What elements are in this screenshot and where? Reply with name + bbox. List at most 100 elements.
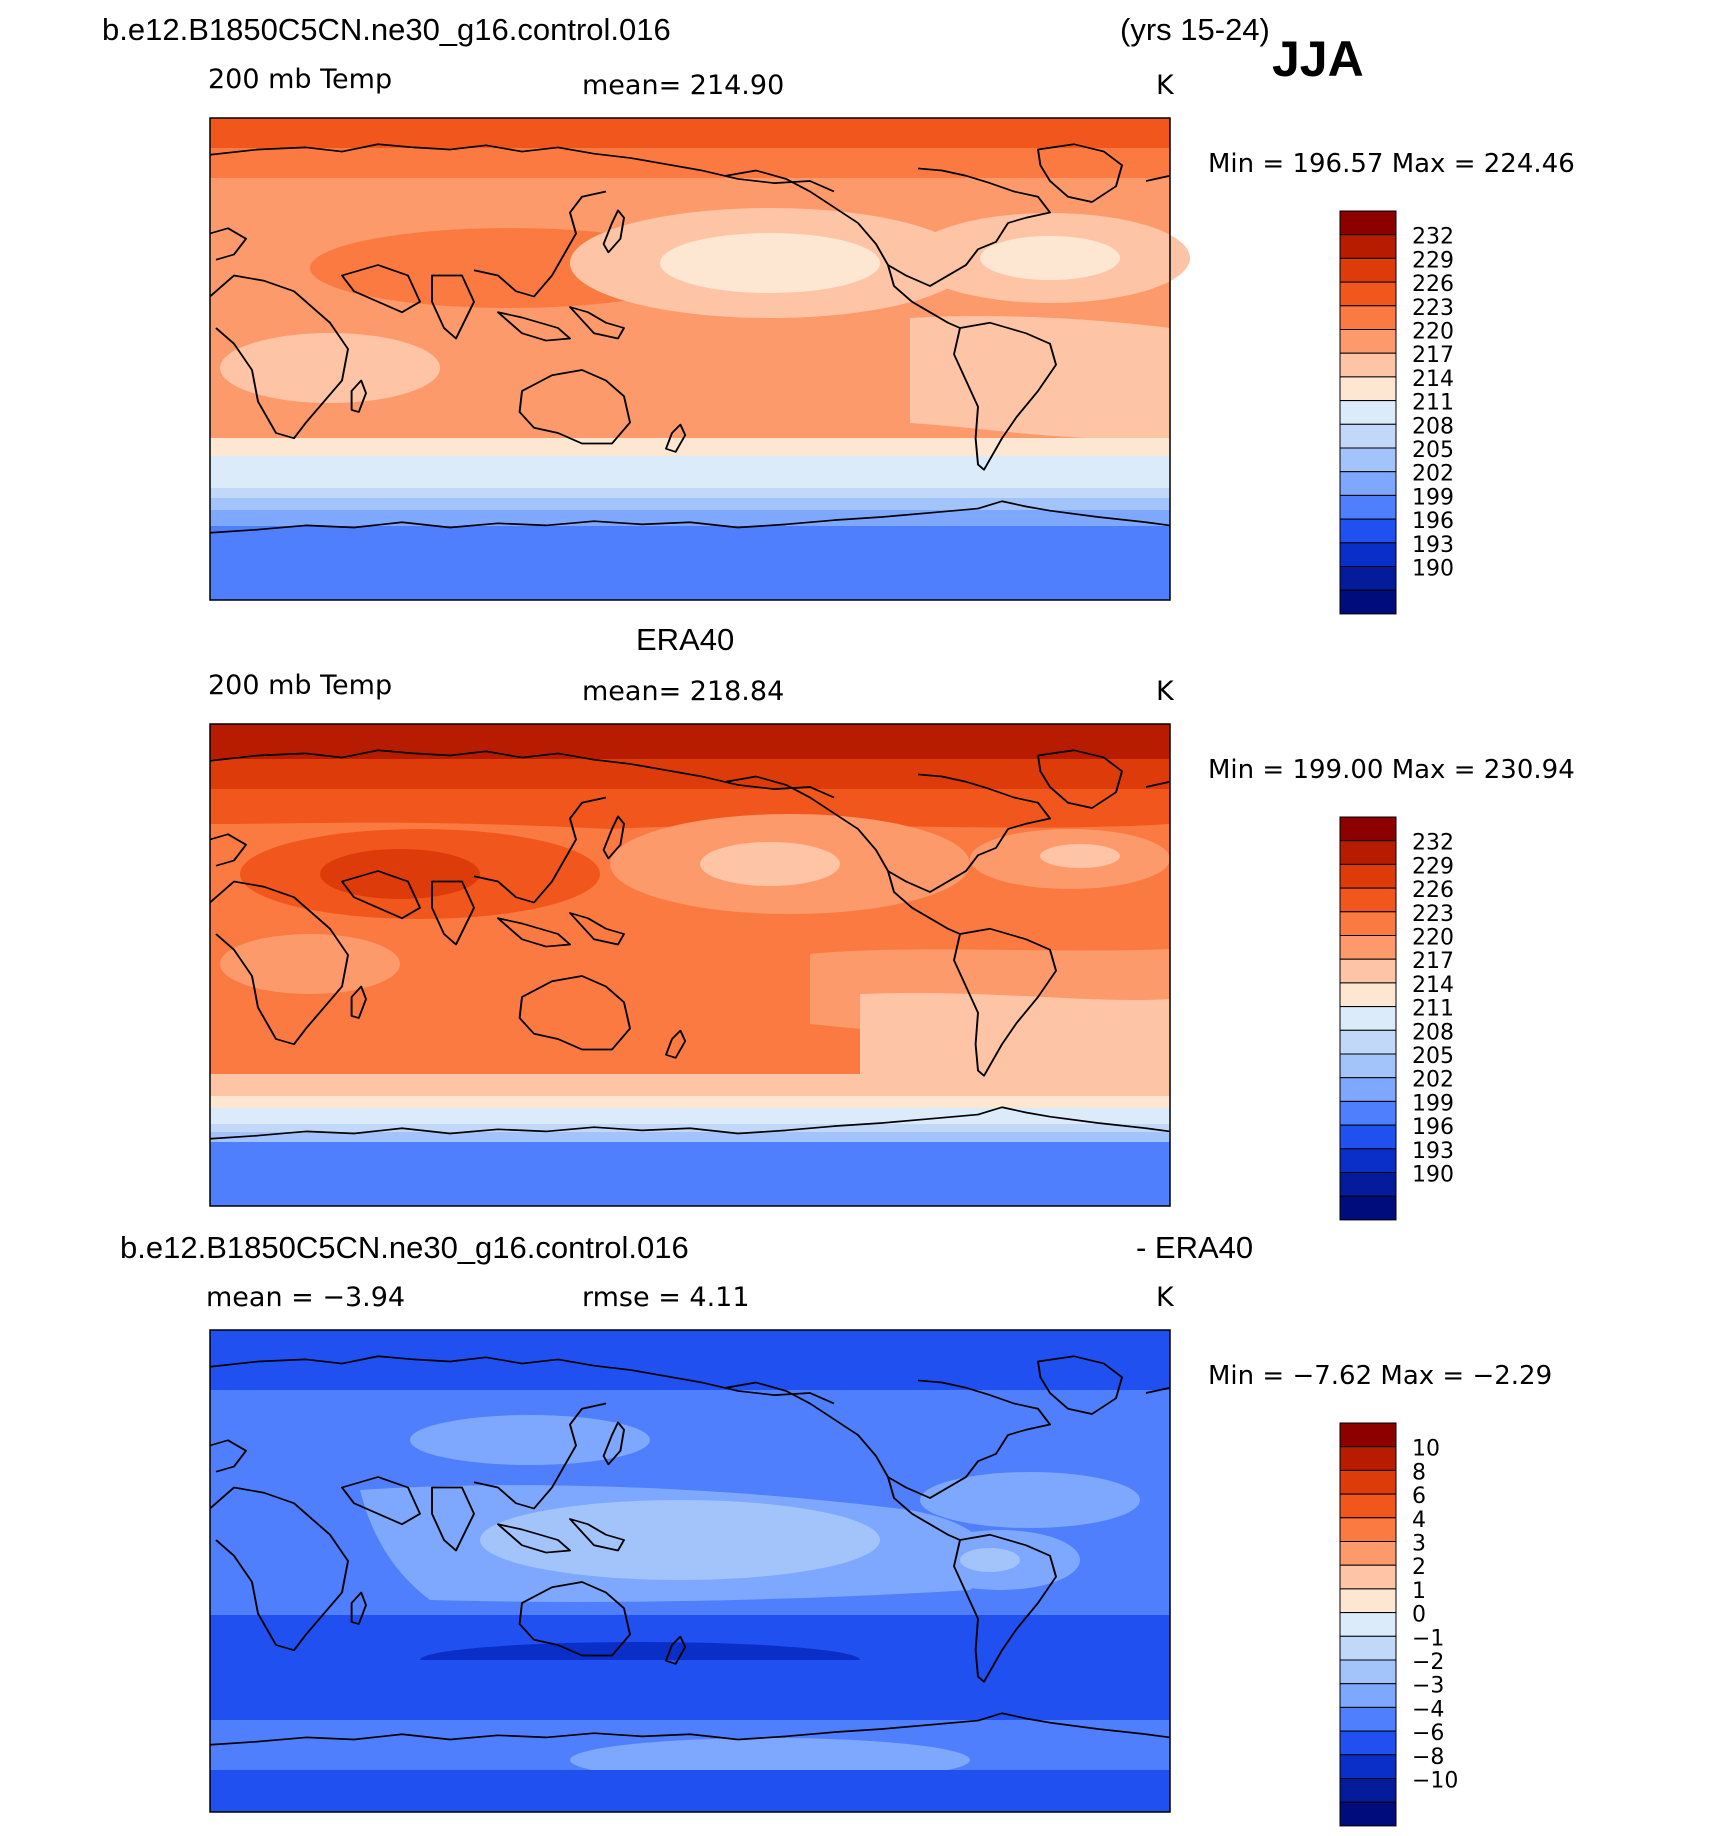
colorbar-box bbox=[1339, 1754, 1397, 1780]
colorbar-box bbox=[1339, 1422, 1397, 1448]
colorbar-box bbox=[1339, 887, 1397, 913]
colorbar-label: 217 bbox=[1412, 949, 1454, 974]
colorbar-label: 2 bbox=[1412, 1555, 1426, 1580]
colorbar-label: 4 bbox=[1412, 1508, 1426, 1533]
colorbar-label: 8 bbox=[1412, 1460, 1426, 1485]
colorbar-box bbox=[1339, 1801, 1397, 1827]
colorbar-box bbox=[1339, 1029, 1397, 1055]
panel-obs-units: K bbox=[1156, 676, 1175, 707]
colorbar-box bbox=[1339, 518, 1397, 544]
colorbar-box bbox=[1339, 257, 1397, 283]
colorbar-box bbox=[1339, 1195, 1397, 1221]
colorbar-box bbox=[1339, 1148, 1397, 1174]
colorbar-box bbox=[1339, 1706, 1397, 1732]
colorbar-box bbox=[1339, 840, 1397, 865]
colorbar-box bbox=[1339, 1541, 1397, 1566]
colorbar-label: 229 bbox=[1412, 854, 1454, 879]
colorbar-label: 193 bbox=[1412, 1139, 1454, 1164]
panel-obs: ERA40 200 mb Temp mean= 218.84 K Min = 1… bbox=[208, 622, 1575, 1207]
colorbar-box bbox=[1339, 1172, 1397, 1197]
colorbar-label: 202 bbox=[1412, 1068, 1454, 1093]
colorbar-box bbox=[1339, 542, 1397, 567]
colorbar-box bbox=[1339, 1446, 1397, 1471]
colorbar-box bbox=[1339, 863, 1397, 889]
panel-diff-title-left: b.e12.B1850C5CN.ne30_g16.control.016 bbox=[120, 1230, 689, 1265]
colorbar-label: −8 bbox=[1412, 1745, 1444, 1770]
panel-obs-title: ERA40 bbox=[636, 622, 734, 657]
colorbar-label: 6 bbox=[1412, 1484, 1426, 1509]
panel-diff-minmax: Min = −7.62 Max = −2.29 bbox=[1208, 1361, 1552, 1391]
colorbar-box bbox=[1339, 1469, 1397, 1495]
colorbar-box bbox=[1339, 1493, 1397, 1519]
colorbar-box bbox=[1339, 1659, 1397, 1685]
case-title: b.e12.B1850C5CN.ne30_g16.control.016 bbox=[102, 12, 671, 47]
colorbar-label: 211 bbox=[1412, 997, 1454, 1022]
colorbar-box bbox=[1339, 305, 1397, 330]
colorbar-label: 190 bbox=[1412, 1163, 1454, 1188]
colorbar-label: 217 bbox=[1412, 343, 1454, 368]
map-model bbox=[209, 117, 1190, 601]
colorbar-label: 199 bbox=[1412, 1091, 1454, 1116]
colorbar-label: −4 bbox=[1412, 1697, 1444, 1722]
colorbar-box bbox=[1339, 352, 1397, 378]
colorbar-box bbox=[1339, 1053, 1397, 1079]
colorbar-box bbox=[1339, 1100, 1397, 1126]
panel-diff-title-right: - ERA40 bbox=[1136, 1230, 1253, 1265]
colorbar-label: 202 bbox=[1412, 462, 1454, 487]
years-label: (yrs 15-24) bbox=[1120, 12, 1270, 47]
panel-obs-minmax: Min = 199.00 Max = 230.94 bbox=[1208, 755, 1575, 785]
colorbar-box bbox=[1339, 1778, 1397, 1803]
colorbar-label: 220 bbox=[1412, 320, 1454, 345]
colorbar-label: 214 bbox=[1412, 973, 1454, 998]
colorbar-box bbox=[1339, 958, 1397, 984]
colorbar-box bbox=[1339, 329, 1397, 354]
colorbar-label: 3 bbox=[1412, 1532, 1426, 1557]
colorbar-box bbox=[1339, 935, 1397, 960]
panel-model-minmax: Min = 196.57 Max = 224.46 bbox=[1208, 149, 1575, 179]
colorbar-box bbox=[1339, 1588, 1397, 1614]
colorbar-box bbox=[1339, 281, 1397, 307]
colorbar-box bbox=[1339, 494, 1397, 520]
colorbar-label: 199 bbox=[1412, 485, 1454, 510]
colorbar-box bbox=[1339, 1612, 1397, 1637]
colorbar-label: 232 bbox=[1412, 831, 1454, 856]
panel-model-variable: 200 mb Temp bbox=[208, 64, 392, 95]
colorbar-label: 226 bbox=[1412, 272, 1454, 297]
colorbar-box bbox=[1339, 423, 1397, 449]
colorbar-label: 211 bbox=[1412, 391, 1454, 416]
panel-diff-rmse: rmse = 4.11 bbox=[582, 1282, 750, 1313]
colorbar-label: 196 bbox=[1412, 1115, 1454, 1140]
colorbar-box bbox=[1339, 1683, 1397, 1708]
colorbar-box bbox=[1339, 1635, 1397, 1661]
colorbar-label: 193 bbox=[1412, 533, 1454, 558]
colorbar-label: 232 bbox=[1412, 225, 1454, 250]
colorbar-label: 208 bbox=[1412, 414, 1454, 439]
colorbar-box bbox=[1339, 911, 1397, 936]
colorbar-label: 196 bbox=[1412, 509, 1454, 534]
panel-model-mean: mean= 214.90 bbox=[582, 70, 784, 101]
colorbar-label: 10 bbox=[1412, 1437, 1440, 1462]
map-diff bbox=[209, 1329, 1171, 1813]
colorbar-box bbox=[1339, 210, 1397, 236]
colorbar-label: 205 bbox=[1412, 438, 1454, 463]
colorbar-box bbox=[1339, 566, 1397, 591]
colorbar-box bbox=[1339, 234, 1397, 259]
colorbar-box bbox=[1339, 1564, 1397, 1590]
colorbar-box bbox=[1339, 1730, 1397, 1756]
colorbar-label: 223 bbox=[1412, 296, 1454, 321]
colorbar-label: 226 bbox=[1412, 878, 1454, 903]
colorbar-label: 229 bbox=[1412, 248, 1454, 273]
season-label: JJA bbox=[1272, 31, 1364, 87]
panel-diff-mean: mean = −3.94 bbox=[206, 1282, 405, 1313]
colorbar-label: 0 bbox=[1412, 1603, 1426, 1628]
colorbar-label: −2 bbox=[1412, 1650, 1444, 1675]
colorbar-label: −10 bbox=[1412, 1769, 1458, 1794]
colorbar-label: 214 bbox=[1412, 367, 1454, 392]
colorbar-label: −1 bbox=[1412, 1626, 1444, 1651]
map-obs bbox=[209, 723, 1171, 1207]
colorbar-box bbox=[1339, 471, 1397, 496]
colorbar-label: 190 bbox=[1412, 557, 1454, 582]
colorbar-box bbox=[1339, 400, 1397, 425]
